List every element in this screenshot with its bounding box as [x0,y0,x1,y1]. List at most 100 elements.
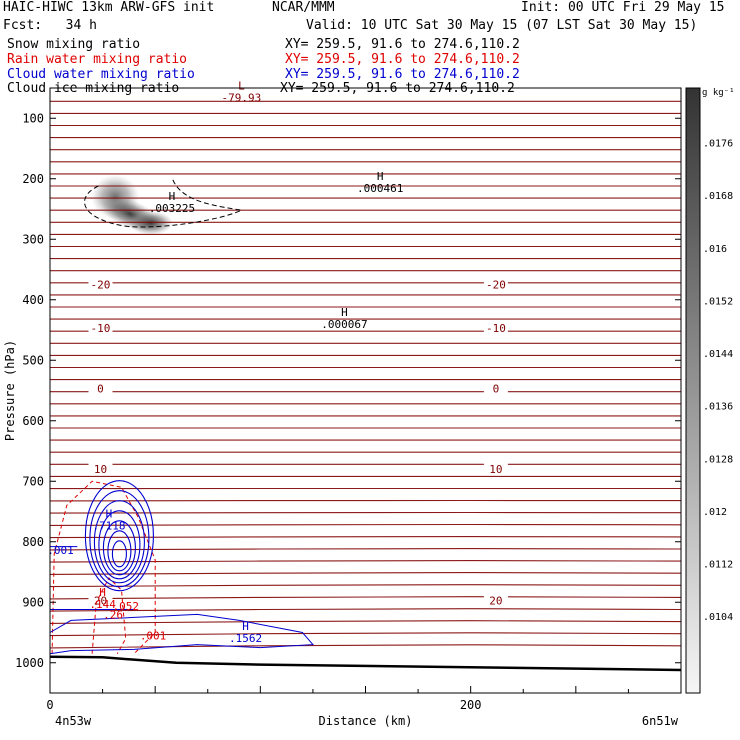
cloud-water-contour [111,540,127,568]
cloud-ice-shading [128,210,173,235]
isoline [49,596,682,600]
y-tick-label: 1000 [15,656,44,670]
y-tick-label: 200 [22,172,44,186]
colorbar-label: .0112 [703,559,733,570]
chart-title: HAIC-HIWC 13km ARW-GFS init [3,0,215,15]
colorbar [685,87,701,694]
field-label-snow: Snow mixing ratio [7,37,141,52]
extremum-value: .7118 [92,519,125,532]
colorbar-label: .0104 [703,612,733,623]
colorbar-label: .016 [703,244,727,255]
isoline [49,548,682,551]
isoline [49,644,682,649]
field-xy-snow: XY= 259.5, 91.6 to 274.6,110.2 [285,37,520,52]
extremum-value: .052 [112,600,139,613]
field-label-rain: Rain water mixing ratio [7,52,188,67]
contour-label: -20 [91,279,111,292]
extremum-marker: H [341,306,348,319]
isoline [49,632,682,637]
field-xy-cloud-water: XY= 259.5, 91.6 to 274.6,110.2 [285,67,520,82]
extremum-value: .003225 [149,202,195,215]
rain-contour [51,480,156,655]
left-endpoint-label: 4n53w [55,714,92,728]
y-tick-label: 300 [22,232,44,246]
extremum-marker: H [242,620,249,633]
contour-label-bg [483,381,508,394]
contour-label: -10 [486,322,506,335]
isoline [49,620,682,624]
isoline [49,560,682,563]
colorbar-label: .0144 [703,349,733,360]
y-tick-label: 400 [22,293,44,307]
cloud-water-contour [102,520,136,576]
colorbar-label: .0136 [703,402,733,413]
colorbar-label: .0128 [703,454,733,465]
y-tick-label: 700 [22,474,44,488]
extremum-value: .001 [140,630,167,643]
extremum-marker: H [99,586,106,599]
extremum-marker: H [106,507,113,520]
contour-label-bg [483,593,508,606]
contour-label: -10 [91,322,111,335]
extremum-value: .000067 [321,318,367,331]
valid-time: Valid: 10 UTC Sat 30 May 15 (07 LST Sat … [306,18,698,33]
contour-label-bg [88,462,113,475]
extremum-value: .144 [89,598,116,611]
colorbar-label: .0152 [703,296,733,307]
contour-label: 0 [493,383,500,396]
right-endpoint-label: 6n51w [642,714,679,728]
x-tick-label: 0 [46,698,53,712]
contour-label-bg [88,593,113,606]
contour-label: -20 [486,279,506,292]
cloud-water-contour [84,480,154,592]
extremum-value: .000461 [357,182,403,195]
extremum-value: .1562 [229,632,262,645]
isoline [49,584,682,588]
y-tick-label: 600 [22,414,44,428]
contour-label: 10 [94,463,107,476]
isoline [49,523,682,526]
isoline [49,511,682,514]
field-xy-rain: XY= 259.5, 91.6 to 274.6,110.2 [285,52,520,67]
cloud-water-contour [107,530,132,572]
cloud-water-contour [98,510,141,580]
y-tick-label: 500 [22,353,44,367]
colorbar-label: .0168 [703,191,733,202]
cloud-water-contour [49,613,314,655]
extremum-marker: H [377,170,384,183]
field-label-cloud-water: Cloud water mixing ratio [7,67,195,82]
colorbar-label: .012 [703,507,727,518]
institution-label: NCAR/MMM [272,0,335,15]
contour-label-bg [483,321,508,334]
extremum-marker: L [238,80,245,93]
contour-label: 10 [489,463,502,476]
contour-label: 20 [489,594,502,607]
colorbar-unit: g kg⁻¹ [702,88,735,98]
rain-contour [91,577,127,654]
cloud-water-contour [89,490,150,588]
contour-label: 0 [97,383,104,396]
colorbar-label: .0176 [703,139,733,150]
contour-label-bg [88,277,113,290]
extremum-value: .26 [103,608,123,621]
x-tick-label: 200 [460,698,482,712]
plot-frame [49,87,682,694]
x-axis-label: Distance (km) [319,714,413,728]
extremum-marker: H [169,190,176,203]
terrain-line [49,655,682,672]
extremum-value: .001 [47,544,74,557]
contour-label-bg [88,381,113,394]
forecast-hour: Fcst: 34 h [3,18,97,33]
contour-label: 20 [94,594,107,607]
contour-label-bg [483,462,508,475]
y-tick-label: 100 [22,111,44,125]
isoline [49,536,682,539]
contour-label-bg [88,321,113,334]
contour-label-bg [483,277,508,290]
cloud-water-contour [93,500,145,584]
extremum-value: -79.93 [222,92,262,105]
init-time: Init: 00 UTC Fri 29 May 15 [521,0,725,15]
y-axis-label: Pressure (hPa) [3,340,17,441]
y-tick-label: 800 [22,535,44,549]
